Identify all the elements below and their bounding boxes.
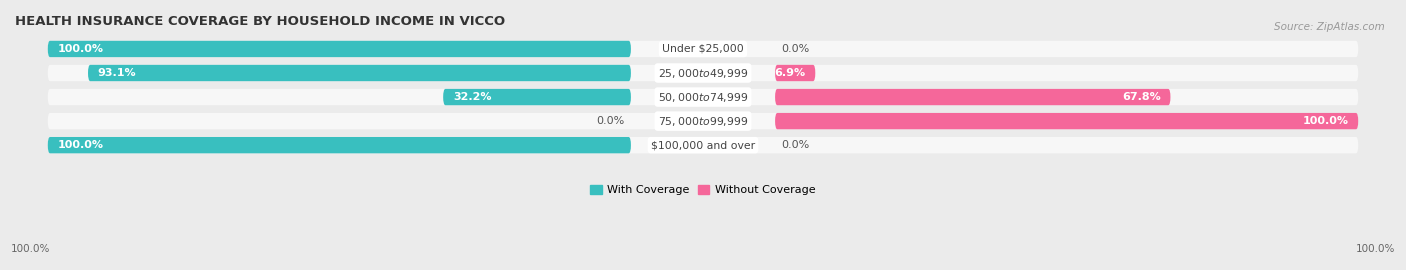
Text: 0.0%: 0.0% <box>782 140 810 150</box>
FancyBboxPatch shape <box>89 65 631 81</box>
Text: HEALTH INSURANCE COVERAGE BY HOUSEHOLD INCOME IN VICCO: HEALTH INSURANCE COVERAGE BY HOUSEHOLD I… <box>15 15 505 28</box>
FancyBboxPatch shape <box>443 89 631 105</box>
Text: 0.0%: 0.0% <box>596 116 624 126</box>
Text: 100.0%: 100.0% <box>11 244 51 254</box>
Text: $75,000 to $99,999: $75,000 to $99,999 <box>658 114 748 128</box>
FancyBboxPatch shape <box>775 89 1170 105</box>
FancyBboxPatch shape <box>775 113 1358 129</box>
Legend: With Coverage, Without Coverage: With Coverage, Without Coverage <box>586 181 820 200</box>
Text: Under $25,000: Under $25,000 <box>662 44 744 54</box>
Text: $50,000 to $74,999: $50,000 to $74,999 <box>658 90 748 104</box>
FancyBboxPatch shape <box>48 113 1358 129</box>
Text: 100.0%: 100.0% <box>58 44 104 54</box>
Text: 32.2%: 32.2% <box>453 92 492 102</box>
FancyBboxPatch shape <box>48 137 1358 153</box>
FancyBboxPatch shape <box>48 65 1358 81</box>
FancyBboxPatch shape <box>775 65 815 81</box>
Text: Source: ZipAtlas.com: Source: ZipAtlas.com <box>1274 22 1385 32</box>
Text: $100,000 and over: $100,000 and over <box>651 140 755 150</box>
Text: 100.0%: 100.0% <box>58 140 104 150</box>
Text: 93.1%: 93.1% <box>98 68 136 78</box>
Text: 100.0%: 100.0% <box>1302 116 1348 126</box>
FancyBboxPatch shape <box>48 137 631 153</box>
Text: 67.8%: 67.8% <box>1122 92 1160 102</box>
Text: 0.0%: 0.0% <box>782 44 810 54</box>
FancyBboxPatch shape <box>48 41 631 57</box>
FancyBboxPatch shape <box>48 89 1358 105</box>
Text: 100.0%: 100.0% <box>1355 244 1395 254</box>
Text: $25,000 to $49,999: $25,000 to $49,999 <box>658 66 748 79</box>
Text: 6.9%: 6.9% <box>775 68 806 78</box>
FancyBboxPatch shape <box>48 41 1358 57</box>
